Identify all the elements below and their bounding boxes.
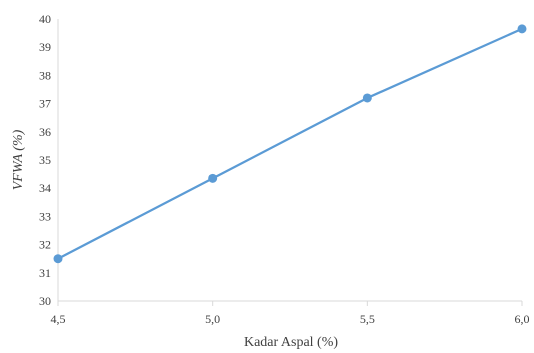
x-tick-label: 5,0: [205, 312, 220, 326]
y-tick-label: 32: [39, 238, 51, 252]
y-tick-label: 40: [39, 12, 51, 26]
data-point: [208, 173, 218, 183]
y-tick-labels: 30 31 32 33 34 35 36 37 38 39 40: [39, 12, 51, 308]
y-tick-label: 36: [39, 125, 51, 139]
y-tick-label: 30: [39, 294, 51, 308]
y-tick-label: 35: [39, 153, 51, 167]
x-tick-labels: 4,5 5,0 5,5 6,0: [51, 301, 530, 326]
x-axis-title: Kadar Aspal (%): [244, 335, 338, 350]
y-axis-title: VFWA (%): [11, 129, 26, 190]
y-tick-label: 38: [39, 68, 51, 82]
y-tick-label: 37: [39, 97, 51, 111]
data-point: [362, 93, 372, 103]
axes: [57, 19, 522, 302]
series-line: [56, 27, 524, 260]
data-point: [517, 24, 527, 34]
x-tick-label: 6,0: [515, 312, 530, 326]
series-group: [53, 24, 527, 264]
y-tick-label: 39: [39, 40, 51, 54]
data-point: [53, 254, 63, 264]
y-tick-label: 33: [39, 209, 51, 223]
y-tick-label: 34: [39, 181, 51, 195]
x-tick-label: 4,5: [51, 312, 66, 326]
x-tick-label: 5,5: [360, 312, 375, 326]
y-tick-label: 31: [39, 266, 51, 280]
